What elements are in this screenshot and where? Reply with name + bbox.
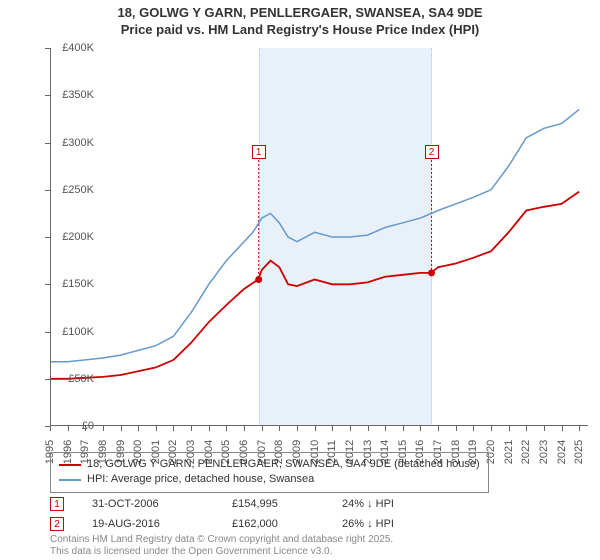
x-tick bbox=[403, 426, 404, 431]
legend-swatch bbox=[59, 479, 81, 481]
x-tick bbox=[50, 426, 51, 431]
x-tick bbox=[438, 426, 439, 431]
y-axis-label: £50K bbox=[44, 373, 94, 385]
x-tick bbox=[262, 426, 263, 431]
x-tick bbox=[420, 426, 421, 431]
x-tick bbox=[562, 426, 563, 431]
title-line-2: Price paid vs. HM Land Registry's House … bbox=[0, 22, 600, 39]
y-axis-label: £150K bbox=[44, 278, 94, 290]
x-tick bbox=[526, 426, 527, 431]
x-axis-label: 2021 bbox=[503, 440, 515, 464]
x-tick bbox=[491, 426, 492, 431]
x-tick bbox=[456, 426, 457, 431]
chart-marker-2: 2 bbox=[425, 145, 439, 159]
x-tick bbox=[579, 426, 580, 431]
footer: Contains HM Land Registry data © Crown c… bbox=[50, 534, 393, 558]
x-tick bbox=[173, 426, 174, 431]
chart-container: 18, GOLWG Y GARN, PENLLERGAER, SWANSEA, … bbox=[0, 0, 600, 560]
x-tick bbox=[473, 426, 474, 431]
x-tick bbox=[138, 426, 139, 431]
x-tick bbox=[156, 426, 157, 431]
chart-svg bbox=[50, 48, 588, 426]
x-tick bbox=[315, 426, 316, 431]
legend-label: 18, GOLWG Y GARN, PENLLERGAER, SWANSEA, … bbox=[87, 457, 480, 472]
title-line-1: 18, GOLWG Y GARN, PENLLERGAER, SWANSEA, … bbox=[0, 5, 600, 22]
y-axis-label: £100K bbox=[44, 326, 94, 338]
x-tick bbox=[121, 426, 122, 431]
x-tick bbox=[209, 426, 210, 431]
y-axis-label: £250K bbox=[44, 184, 94, 196]
legend-label: HPI: Average price, detached house, Swan… bbox=[87, 472, 314, 487]
x-axis-label: 2022 bbox=[520, 440, 532, 464]
footer-line-2: This data is licensed under the Open Gov… bbox=[50, 546, 393, 558]
x-axis-label: 2025 bbox=[573, 440, 585, 464]
legend: 18, GOLWG Y GARN, PENLLERGAER, SWANSEA, … bbox=[50, 452, 489, 493]
x-tick bbox=[85, 426, 86, 431]
x-axis-line bbox=[50, 425, 588, 426]
sale-row: 1 31-OCT-2006£154,99524% ↓ HPI bbox=[50, 494, 442, 514]
x-axis-label: 2024 bbox=[556, 440, 568, 464]
hpi-line bbox=[50, 109, 579, 361]
sale-date: 19-AUG-2016 bbox=[92, 518, 232, 530]
x-tick bbox=[244, 426, 245, 431]
legend-row: 18, GOLWG Y GARN, PENLLERGAER, SWANSEA, … bbox=[59, 457, 480, 472]
sale-delta: 24% ↓ HPI bbox=[342, 498, 442, 510]
sale-price: £154,995 bbox=[232, 498, 342, 510]
price-line bbox=[50, 192, 579, 379]
x-axis-label: 2023 bbox=[538, 440, 550, 464]
y-axis-label: £300K bbox=[44, 137, 94, 149]
dotted-connectors bbox=[259, 160, 432, 280]
x-tick bbox=[368, 426, 369, 431]
sale-table: 1 31-OCT-2006£154,99524% ↓ HPI 2 19-AUG-201… bbox=[50, 494, 442, 534]
x-tick bbox=[103, 426, 104, 431]
legend-row: HPI: Average price, detached house, Swan… bbox=[59, 472, 480, 487]
sale-delta: 26% ↓ HPI bbox=[342, 518, 442, 530]
x-tick bbox=[191, 426, 192, 431]
sale-marker-2: 2 bbox=[50, 517, 64, 531]
chart-marker-1: 1 bbox=[252, 145, 266, 159]
x-tick bbox=[350, 426, 351, 431]
sale-price: £162,000 bbox=[232, 518, 342, 530]
x-tick bbox=[544, 426, 545, 431]
x-tick bbox=[68, 426, 69, 431]
y-axis-label: £200K bbox=[44, 231, 94, 243]
x-tick bbox=[385, 426, 386, 431]
sale-date: 31-OCT-2006 bbox=[92, 498, 232, 510]
x-tick bbox=[509, 426, 510, 431]
title-block: 18, GOLWG Y GARN, PENLLERGAER, SWANSEA, … bbox=[0, 0, 600, 39]
sale-row: 2 19-AUG-2016£162,00026% ↓ HPI bbox=[50, 514, 442, 534]
x-tick bbox=[279, 426, 280, 431]
y-axis-label: £0 bbox=[44, 420, 94, 432]
legend-swatch bbox=[59, 464, 81, 466]
x-tick bbox=[226, 426, 227, 431]
y-axis-label: £350K bbox=[44, 89, 94, 101]
x-tick bbox=[332, 426, 333, 431]
chart-area: £0£50K£100K£150K£200K£250K£300K£350K£400… bbox=[50, 48, 588, 426]
footer-line-1: Contains HM Land Registry data © Crown c… bbox=[50, 534, 393, 546]
sale-marker-1: 1 bbox=[50, 497, 64, 511]
y-axis-label: £400K bbox=[44, 42, 94, 54]
x-tick bbox=[297, 426, 298, 431]
